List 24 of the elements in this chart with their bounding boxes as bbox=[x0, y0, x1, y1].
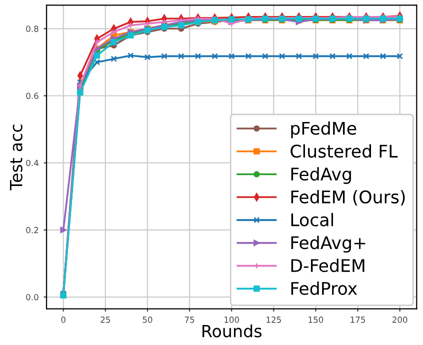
x-tick-label: 150 bbox=[308, 316, 324, 323]
legend-label: Clustered FL bbox=[290, 144, 398, 158]
y-tick-label: 0.4 bbox=[26, 160, 38, 166]
x-tick-label: 50 bbox=[142, 316, 152, 323]
legend-label: FedAvg bbox=[291, 167, 351, 184]
y-tick-label: 0.0 bbox=[26, 294, 38, 300]
x-tick-label: 100 bbox=[224, 316, 239, 323]
legend-label: FedProx bbox=[291, 282, 358, 295]
y-tick-label: 0.8 bbox=[26, 26, 38, 32]
y-tick-label: 0.6 bbox=[26, 92, 38, 100]
x-tick-label: 75 bbox=[184, 316, 194, 323]
x-axis-title: Rounds bbox=[202, 324, 262, 338]
x-tick-label: 0 bbox=[61, 316, 66, 323]
x-tick-label: 125 bbox=[266, 316, 281, 323]
legend-label: FedEM (Ours) bbox=[291, 190, 405, 206]
x-tick-label: 25 bbox=[100, 316, 110, 323]
legend-label: Local bbox=[291, 212, 334, 226]
y-tick-label: 0.2 bbox=[26, 226, 38, 234]
y-axis-title: Test acc bbox=[10, 124, 22, 190]
legend-label: pFedMe bbox=[291, 121, 356, 138]
legend-label: D-FedEM bbox=[291, 258, 364, 272]
x-tick-label: 175 bbox=[350, 316, 365, 323]
x-tick-label: 200 bbox=[392, 316, 408, 323]
legend-label: FedAvg+ bbox=[291, 236, 366, 253]
